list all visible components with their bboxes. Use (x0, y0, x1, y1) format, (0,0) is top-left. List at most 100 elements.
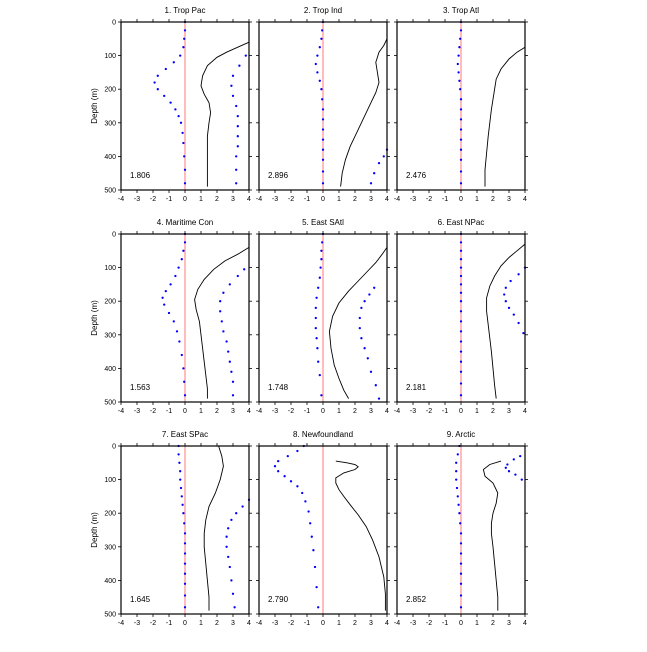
dotted-point (369, 370, 373, 373)
dotted-point (321, 98, 324, 101)
dotted-point (321, 170, 325, 173)
dotted-point (315, 337, 318, 340)
x-tick-label: -3 (272, 620, 278, 627)
dotted-point (458, 79, 461, 82)
dotted-point (238, 64, 241, 67)
dotted-point (183, 182, 187, 185)
x-tick-label: 3 (507, 620, 511, 627)
dotted-point (180, 495, 183, 498)
x-tick-label: -4 (118, 620, 124, 627)
dotted-point (455, 470, 458, 473)
dotted-point (377, 161, 381, 165)
dotted-point (220, 320, 223, 323)
y-tick-label: 500 (104, 188, 116, 195)
dotted-point (503, 293, 506, 296)
dotted-point (183, 532, 187, 535)
dotted-point (459, 310, 463, 313)
dotted-point (459, 360, 463, 363)
dotted-point (456, 495, 459, 498)
x-tick-label: -2 (426, 196, 432, 203)
x-tick-label: -3 (410, 408, 416, 415)
dotted-point (368, 293, 371, 296)
x-tick-label: 3 (369, 196, 373, 203)
x-tick-label: 2 (353, 620, 357, 627)
dotted-point (236, 135, 239, 138)
dotted-point (313, 565, 317, 569)
panel-value-label: 2.852 (406, 595, 427, 604)
x-tick-label: -1 (442, 408, 448, 415)
x-tick-label: 3 (369, 408, 373, 415)
x-tick-label: 4 (385, 196, 389, 203)
panel-title: 8. Newfoundland (293, 430, 353, 439)
dotted-point (183, 606, 187, 609)
dotted-point (183, 168, 187, 171)
dotted-point (459, 562, 463, 565)
dotted-point (520, 478, 523, 481)
dotted-point (296, 485, 299, 488)
dotted-point (321, 241, 324, 244)
x-tick-label: 0 (183, 196, 187, 203)
dotted-point (360, 306, 363, 310)
dotted-point (459, 340, 463, 343)
dotted-point (459, 330, 463, 333)
dotted-point (228, 283, 231, 286)
panel-value-label: 1.563 (130, 383, 151, 392)
x-tick-label: -1 (442, 620, 448, 627)
dotted-point (182, 249, 185, 252)
x-tick-label: 1 (475, 408, 479, 415)
dotted-point (321, 148, 325, 151)
x-tick-label: 0 (459, 408, 463, 415)
dotted-point (225, 535, 228, 538)
dotted-point (512, 313, 515, 316)
dotted-point (459, 572, 463, 575)
x-tick-label: 0 (321, 408, 325, 415)
dotted-point (219, 300, 222, 303)
dotted-point (183, 155, 186, 158)
profile-line-series-1 (203, 445, 224, 611)
panel-9: 9. Arctic -4 -3 -2 -1 0 1 2 3 4 2.852 (394, 430, 528, 627)
dotted-point (321, 128, 325, 131)
x-tick-label: 1 (337, 620, 341, 627)
dotted-point (181, 503, 184, 506)
y-tick-label: 100 (104, 53, 116, 60)
dotted-point (183, 29, 187, 32)
dotted-point (179, 486, 183, 490)
dotted-point (512, 458, 515, 461)
dotted-point (459, 350, 463, 353)
dotted-point (283, 475, 286, 478)
x-tick-label: 4 (247, 196, 251, 203)
dotted-point (236, 274, 239, 278)
dotted-point (317, 286, 320, 289)
x-tick-label: -2 (150, 408, 156, 415)
y-tick-label: 300 (104, 120, 116, 127)
panel-value-label: 2.896 (268, 171, 289, 180)
x-tick-label: -2 (150, 620, 156, 627)
x-tick-label: -1 (166, 408, 172, 415)
panel-title: 9. Arctic (447, 430, 475, 439)
panel-2: 2. Trop Ind -4 -3 -2 -1 0 1 2 3 4 2.896 (256, 6, 390, 203)
dotted-point (174, 274, 177, 278)
x-tick-label: 2 (215, 620, 219, 627)
dotted-point (233, 606, 236, 609)
dotted-point (183, 542, 187, 545)
dotted-point (179, 478, 182, 481)
dotted-point (459, 118, 463, 121)
dotted-point (459, 148, 463, 151)
dotted-point (459, 29, 463, 32)
dotted-point (235, 155, 238, 158)
x-tick-label: -3 (410, 620, 416, 627)
dotted-point (321, 108, 325, 111)
dotted-point (183, 582, 187, 585)
dotted-point (319, 266, 322, 269)
panel-5: 5. East SAtl -4 -3 -2 -1 0 1 2 3 4 1.748 (256, 218, 390, 415)
dotted-point (459, 88, 462, 91)
profile-line-series-1 (486, 243, 526, 399)
x-tick-label: -1 (304, 408, 310, 415)
dotted-point (164, 289, 167, 293)
dotted-point (183, 594, 187, 597)
dotted-point (363, 347, 366, 350)
x-tick-label: 3 (507, 408, 511, 415)
dotted-point (179, 121, 183, 124)
